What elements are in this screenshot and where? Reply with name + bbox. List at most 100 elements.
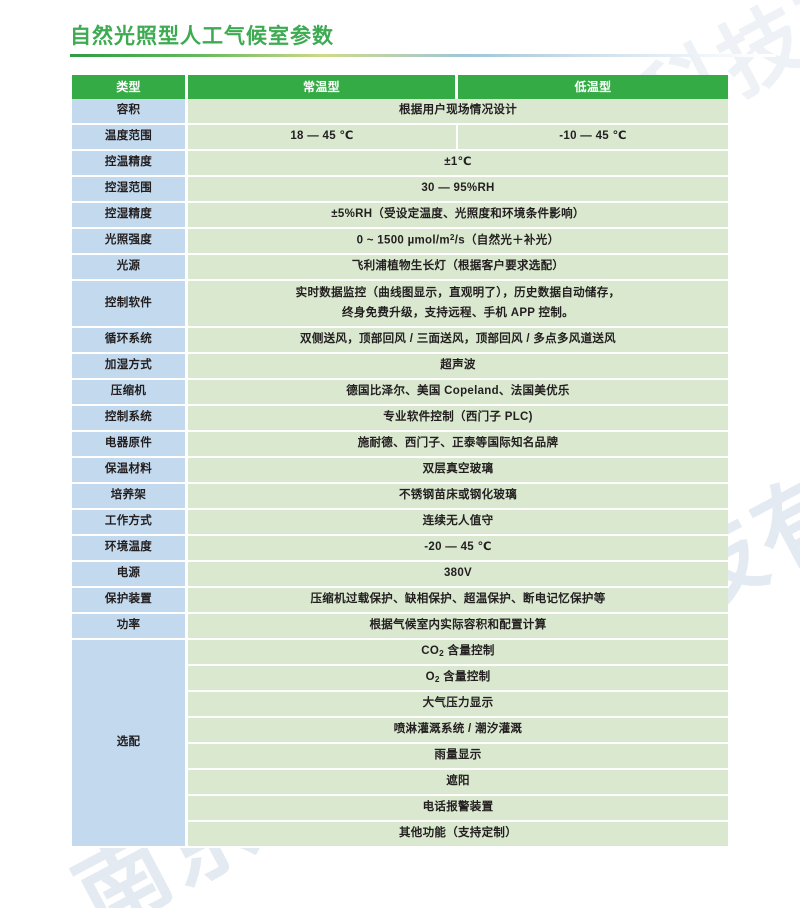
table-cell-label: 保温材料 [72, 458, 188, 485]
table-cell-value: ±5%RH（受设定温度、光照度和环境条件影响） [188, 203, 728, 229]
cell-text: 专业软件控制（西门子 PLC) [383, 411, 533, 424]
table-cell-label: 保护装置 [72, 588, 188, 615]
cell-text: 飞利浦植物生长灯（根据客户要求选配） [351, 260, 565, 273]
table-row-optional: 喷淋灌溉系统 / 潮汐灌溉 [72, 718, 728, 745]
table-row: 控湿精度 ±5%RH（受设定温度、光照度和环境条件影响） [72, 203, 728, 229]
table-cell-label: 控制软件 [72, 281, 188, 329]
table-row: 环境温度 -20 — 45 ℃ [72, 536, 728, 563]
table-row: 工作方式 连续无人值守 [72, 510, 728, 537]
table-row: 容积 根据用户现场情况设计 [72, 99, 728, 125]
table-cell-label: 容积 [72, 99, 188, 125]
table-row: 压缩机 德国比泽尔、美国 Copeland、法国美优乐 [72, 380, 728, 407]
table-cell-label: 电器原件 [72, 432, 188, 459]
table-cell-label: 工作方式 [72, 510, 188, 537]
table-row-optional: O2 含量控制 [72, 666, 728, 693]
specifications-table: 类型 常温型 低温型 容积 根据用户现场情况设计温度范围 18 — 45 ℃ -10 … [72, 75, 728, 849]
table-cell-value: CO2 含量控制 [188, 640, 728, 667]
table-cell-value: 电话报警装置 [188, 796, 728, 823]
table-row: 电器原件 施耐德、西门子、正泰等国际知名品牌 [72, 432, 728, 459]
table-cell-value: 双层真空玻璃 [188, 458, 728, 485]
table-cell-value: 18 — 45 ℃ [188, 125, 458, 151]
table-cell-label: 控制系统 [72, 406, 188, 433]
cell-text: 遮阳 [446, 775, 470, 788]
table-cell-value: -20 — 45 ℃ [188, 536, 728, 563]
table-row: 光照强度 0 ~ 1500 µmol/m2/s（自然光＋补光） [72, 229, 728, 256]
cell-text: 电话报警装置 [422, 801, 494, 814]
table-cell-value: 根据用户现场情况设计 [188, 99, 728, 125]
title-underline-rule [70, 54, 776, 58]
table-row: 电源 380V [72, 562, 728, 589]
table-cell-value: -10 — 45 ℃ [458, 125, 728, 151]
cell-text: 施耐德、西门子、正泰等国际知名品牌 [357, 437, 559, 450]
table-cell-label: 培养架 [72, 484, 188, 511]
table-cell-value: 连续无人值守 [188, 510, 728, 537]
table-cell-value: 大气压力显示 [188, 692, 728, 719]
column-header-type: 类型 [72, 75, 188, 99]
cell-text: 双层真空玻璃 [422, 463, 494, 476]
cell-text: ±5%RH（受设定温度、光照度和环境条件影响） [331, 208, 585, 221]
table-cell-value: 380V [188, 562, 728, 589]
page-title: 自然光照型人工气候室参数 [70, 25, 334, 48]
cell-text: 实时数据监控（曲线图显示，直观明了），历史数据自动储存， 终身免费升级，支持远程、… [295, 287, 621, 319]
table-cell-value: 喷淋灌溉系统 / 潮汐灌溉 [188, 718, 728, 745]
table-cell-value: 德国比泽尔、美国 Copeland、法国美优乐 [188, 380, 728, 407]
table-row: 控温精度 ±1℃ [72, 151, 728, 177]
table-cell-label: 环境温度 [72, 536, 188, 563]
table-cell-value: 遮阳 [188, 770, 728, 797]
table-cell-value: 其他功能（支持定制） [188, 822, 728, 849]
cell-text: 根据用户现场情况设计 [399, 104, 517, 117]
table-row: 控湿范围 30 — 95%RH [72, 177, 728, 203]
table-row-optional: 电话报警装置 [72, 796, 728, 823]
cell-text: 380V [443, 567, 473, 580]
table-header-row: 类型 常温型 低温型 [72, 75, 728, 99]
cell-text: 0 ~ 1500 µmol/m2/s（自然光＋补光） [356, 233, 560, 247]
cell-text: 喷淋灌溉系统 / 潮汐灌溉 [393, 723, 523, 736]
table-body: 容积 根据用户现场情况设计温度范围 18 — 45 ℃ -10 — 45 ℃ 控温精度 ±… [72, 99, 728, 849]
cell-text: 不锈钢苗床或钢化玻璃 [399, 489, 517, 502]
table-cell-value: 超声波 [188, 354, 728, 381]
title-block: 自然光照型人工气候室参数 [70, 24, 782, 58]
table-cell-label: 功率 [72, 614, 188, 641]
table-cell-value: 实时数据监控（曲线图显示，直观明了），历史数据自动储存， 终身免费升级，支持远程、… [188, 281, 728, 329]
table-row-optional: 遮阳 [72, 770, 728, 797]
table-cell-label: 温度范围 [72, 125, 188, 151]
table-cell-value: 专业软件控制（西门子 PLC) [188, 406, 728, 433]
cell-text: 德国比泽尔、美国 Copeland、法国美优乐 [346, 385, 570, 398]
cell-text: 大气压力显示 [422, 697, 494, 710]
cell-text: 双侧送风，顶部回风 / 三面送风，顶部回风 / 多点多风道送风 [300, 333, 616, 346]
table-cell-label: 压缩机 [72, 380, 188, 407]
table-row-optional: 雨量显示 [72, 744, 728, 771]
table-cell-value: 双侧送风，顶部回风 / 三面送风，顶部回风 / 多点多风道送风 [188, 328, 728, 355]
cell-text: O2 含量控制 [425, 671, 491, 685]
table-cell-value: ±1℃ [188, 151, 728, 177]
table-cell-value: 根据气候室内实际容积和配置计算 [188, 614, 728, 641]
table-row: 控制软件 实时数据监控（曲线图显示，直观明了），历史数据自动储存， 终身免费升级，支… [72, 281, 728, 329]
cell-text: -10 — 45 ℃ [559, 130, 627, 143]
table-cell-label: 控温精度 [72, 151, 188, 177]
table-cell-value: 飞利浦植物生长灯（根据客户要求选配） [188, 255, 728, 282]
cell-text: -20 — 45 ℃ [424, 541, 492, 554]
table-cell-value: O2 含量控制 [188, 666, 728, 693]
column-header-normal: 常温型 [188, 75, 458, 99]
table-row-optional: 选配 CO2 含量控制 [72, 640, 728, 849]
table-cell-value: 0 ~ 1500 µmol/m2/s（自然光＋补光） [188, 229, 728, 256]
table-cell-label: 光照强度 [72, 229, 188, 256]
column-header-low: 低温型 [458, 75, 728, 99]
table-row: 培养架 不锈钢苗床或钢化玻璃 [72, 484, 728, 511]
cell-text: 雨量显示 [434, 749, 482, 762]
cell-text: 压缩机过载保护、缺相保护、超温保护、断电记忆保护等 [310, 593, 606, 606]
table-row: 温度范围 18 — 45 ℃ -10 — 45 ℃ [72, 125, 728, 151]
table-row: 光源 飞利浦植物生长灯（根据客户要求选配） [72, 255, 728, 282]
cell-text: 连续无人值守 [422, 515, 494, 528]
table-cell-value: 不锈钢苗床或钢化玻璃 [188, 484, 728, 511]
table-cell-label: 光源 [72, 255, 188, 282]
table-row: 循环系统 双侧送风，顶部回风 / 三面送风，顶部回风 / 多点多风道送风 [72, 328, 728, 355]
table-cell-value: 雨量显示 [188, 744, 728, 771]
table-row: 保护装置 压缩机过载保护、缺相保护、超温保护、断电记忆保护等 [72, 588, 728, 615]
cell-text: ±1℃ [444, 156, 472, 169]
table-cell-label: 循环系统 [72, 328, 188, 355]
cell-text: 根据气候室内实际容积和配置计算 [369, 619, 547, 632]
cell-text: 30 — 95%RH [421, 182, 495, 195]
cell-text: CO2 含量控制 [421, 645, 495, 659]
table-cell-label-optional: 选配 [72, 640, 188, 849]
